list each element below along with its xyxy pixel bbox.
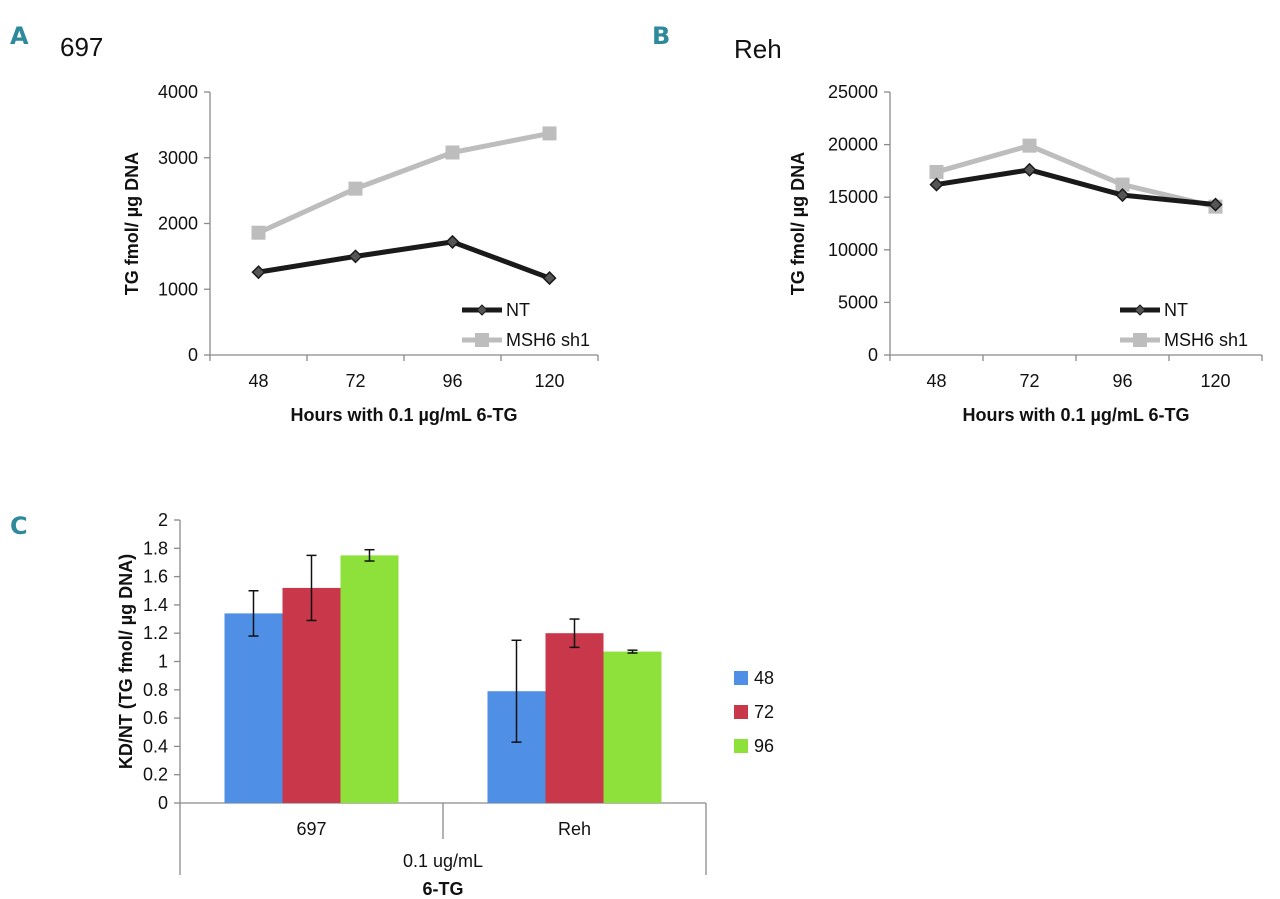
y-tick-label: 1.6 [143, 567, 168, 587]
y-tick-label: 2000 [158, 214, 198, 234]
legend-swatch [734, 739, 748, 753]
y-tick-label: 0 [188, 345, 198, 365]
data-point-diamond [251, 265, 266, 280]
legend-label: 96 [754, 736, 774, 756]
x-axis-title-line2: 6-TG [422, 879, 463, 899]
bar-96 [340, 555, 399, 803]
y-tick-label: 2 [158, 510, 168, 530]
bar-48 [224, 613, 283, 803]
x-category-label: Reh [558, 819, 591, 839]
legend-label: NT [506, 300, 530, 320]
y-axis-title: KD/NT (TG fmol/ µg DNA) [116, 554, 136, 769]
data-point-square [929, 164, 944, 179]
series-line-0 [258, 239, 551, 281]
legend-label: 48 [754, 668, 774, 688]
x-tick-label: 120 [534, 371, 564, 391]
y-tick-label: 0.2 [143, 765, 168, 785]
x-tick-label: 48 [926, 371, 946, 391]
y-tick-label: 0.4 [143, 736, 168, 756]
x-axis-title: Hours with 0.1 µg/mL 6-TG [962, 405, 1189, 425]
data-point-square [445, 145, 460, 160]
y-tick-label: 20000 [828, 135, 878, 155]
y-tick-label: 4000 [158, 82, 198, 102]
y-tick-label: 0.8 [143, 680, 168, 700]
y-tick-label: 0.6 [143, 708, 168, 728]
data-point-square [348, 181, 363, 196]
y-tick-label: 1 [158, 652, 168, 672]
x-tick-label: 72 [345, 371, 365, 391]
bar-72 [282, 587, 341, 803]
data-point-diamond [1022, 162, 1037, 177]
data-point-diamond [1208, 197, 1223, 212]
series-line-1 [935, 143, 1217, 210]
data-point-square [251, 225, 266, 240]
legend-label: 72 [754, 702, 774, 722]
x-tick-label: 96 [1112, 371, 1132, 391]
data-point-square [1115, 177, 1130, 192]
y-axis-title: TG fmol/ µg DNA [122, 152, 142, 295]
x-axis-title-line1: 0.1 ug/mL [403, 851, 483, 871]
data-point-square [542, 126, 557, 141]
legend-label: NT [1164, 300, 1188, 320]
y-tick-label: 10000 [828, 240, 878, 260]
panel-a-line-chart: 697 0 1000 2000 3000 4000 48 72 96 120 Hours with … [60, 32, 599, 425]
panel-letter-b: B [652, 22, 670, 50]
y-axis-title: TG fmol/ µg DNA [788, 152, 808, 295]
x-tick-label: 72 [1019, 371, 1039, 391]
legend-swatch [734, 671, 748, 685]
panel-letter-c: C [10, 512, 28, 540]
data-point-diamond [1115, 188, 1130, 203]
legend-marker-diamond [1134, 304, 1146, 316]
data-point-diamond [929, 177, 944, 192]
legend-marker-square [1133, 333, 1147, 347]
legend-label: MSH6 sh1 [1164, 330, 1248, 350]
chart-title: Reh [734, 34, 782, 64]
legend-marker-diamond [476, 304, 488, 316]
x-tick-label: 48 [248, 371, 268, 391]
x-tick-label: 96 [442, 371, 462, 391]
legend-label: MSH6 sh1 [506, 330, 590, 350]
y-tick-label: 1.2 [143, 623, 168, 643]
y-tick-label: 1.8 [143, 538, 168, 558]
legend-marker-square [475, 333, 489, 347]
x-tick-label: 120 [1200, 371, 1230, 391]
y-tick-label: 3000 [158, 148, 198, 168]
bar-96 [603, 651, 662, 803]
y-tick-label: 0 [868, 345, 878, 365]
data-point-square [1022, 138, 1037, 153]
panel-c-bar-chart: 0 0.2 0.4 0.6 0.8 1 1.2 1.4 1.6 1.8 2 697 Reh 0.1 ug/… [116, 510, 774, 899]
data-point-diamond [542, 271, 557, 286]
chart-title: 697 [60, 32, 103, 62]
legend-swatch [734, 705, 748, 719]
data-point-diamond [445, 234, 460, 249]
y-tick-label: 5000 [838, 292, 878, 312]
panel-b-line-chart: Reh 0 5000 10000 15000 20000 25000 48 72 96 120 Hou… [734, 34, 1263, 425]
y-tick-label: 0 [158, 793, 168, 813]
y-tick-label: 15000 [828, 187, 878, 207]
data-point-diamond [348, 249, 363, 264]
y-tick-label: 1000 [158, 279, 198, 299]
series-line-1 [257, 130, 550, 235]
panel-letter-a: A [10, 22, 29, 50]
y-tick-label: 1.4 [143, 595, 168, 615]
bar-72 [545, 633, 604, 803]
x-category-label: 697 [296, 819, 326, 839]
x-axis-title: Hours with 0.1 µg/mL 6-TG [290, 405, 517, 425]
series-line-0 [936, 167, 1216, 208]
y-tick-label: 25000 [828, 82, 878, 102]
